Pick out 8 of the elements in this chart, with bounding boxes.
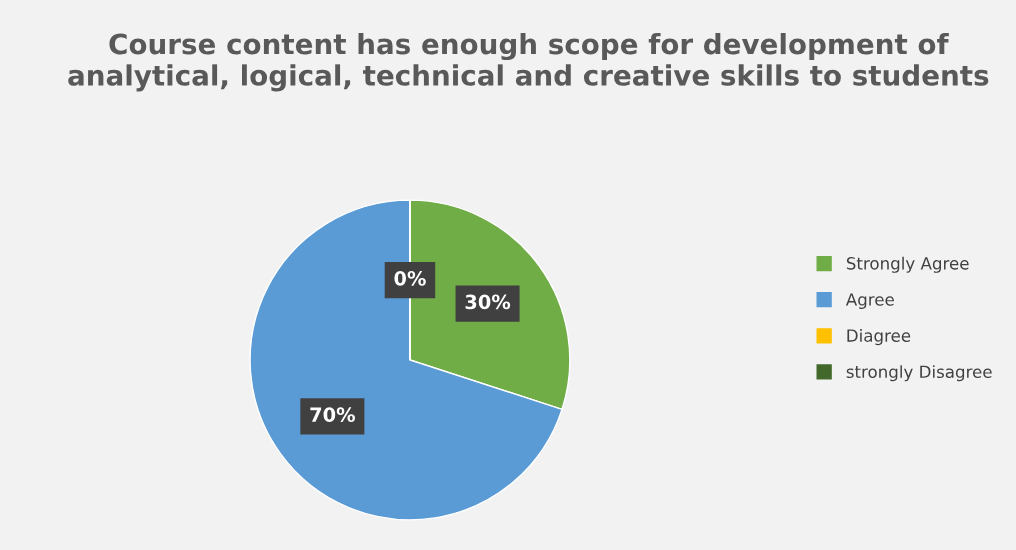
data-label: 30% (465, 294, 511, 310)
legend-label: strongly Disagree (846, 365, 992, 382)
legend-label: Diagree (847, 329, 911, 346)
legend-label: Strongly Agree (846, 256, 969, 273)
data-label: 70% (310, 407, 356, 422)
legend-label: Agree (845, 293, 894, 309)
text: 0% (394, 270, 426, 286)
chart-title: Course content has enough scope for development of analytical, logical, technical and creative skills to students (68, 33, 989, 92)
